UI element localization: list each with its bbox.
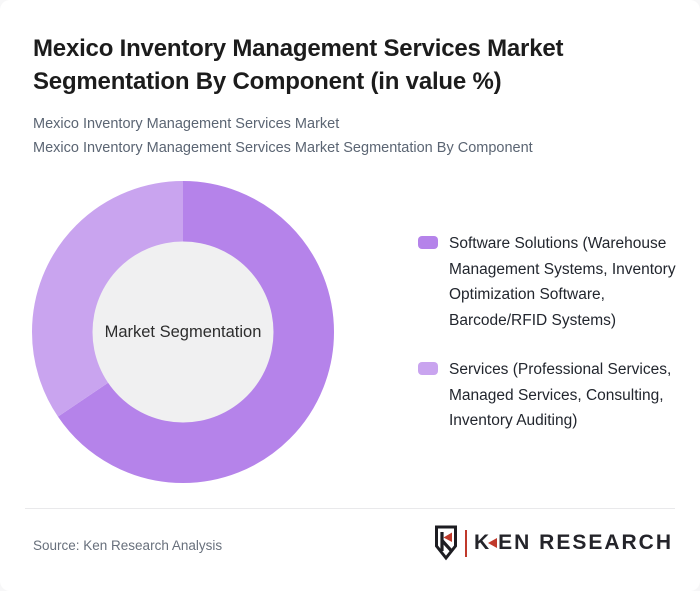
ken-research-logo: K EN RESEARCH: [434, 524, 673, 562]
donut-svg: [32, 181, 334, 483]
legend-item-software-solutions: Software Solutions (Warehouse Management…: [418, 231, 680, 333]
ken-research-shield-icon: [434, 525, 458, 561]
donut-hole: [92, 241, 274, 423]
chart-legend: Software Solutions (Warehouse Management…: [418, 231, 680, 458]
legend-label: Software Solutions (Warehouse Management…: [449, 235, 676, 329]
logo-arrow-icon: [488, 538, 498, 548]
footer-divider: [25, 508, 675, 509]
logo-letter-k: K: [473, 531, 492, 554]
logo-text: K EN RESEARCH: [474, 531, 673, 555]
logo-text-rest: EN RESEARCH: [498, 531, 673, 554]
donut-chart: Market Segmentation: [32, 181, 334, 483]
page-title: Mexico Inventory Management Services Mar…: [33, 35, 564, 95]
legend-item-services: Services (Professional Services, Managed…: [418, 357, 680, 434]
chart-subtitle: Mexico Inventory Management Services Mar…: [33, 112, 681, 160]
subtitle-line-2: Mexico Inventory Management Services Mar…: [33, 140, 533, 156]
donut-segment: [32, 181, 334, 483]
legend-swatch-icon: [418, 236, 438, 249]
source-text: Source: Ken Research Analysis: [33, 538, 223, 553]
legend-label: Services (Professional Services, Managed…: [449, 361, 672, 429]
subtitle-line-1: Mexico Inventory Management Services Mar…: [33, 116, 340, 132]
logo-separator: [464, 529, 467, 557]
legend-swatch-icon: [418, 362, 438, 375]
